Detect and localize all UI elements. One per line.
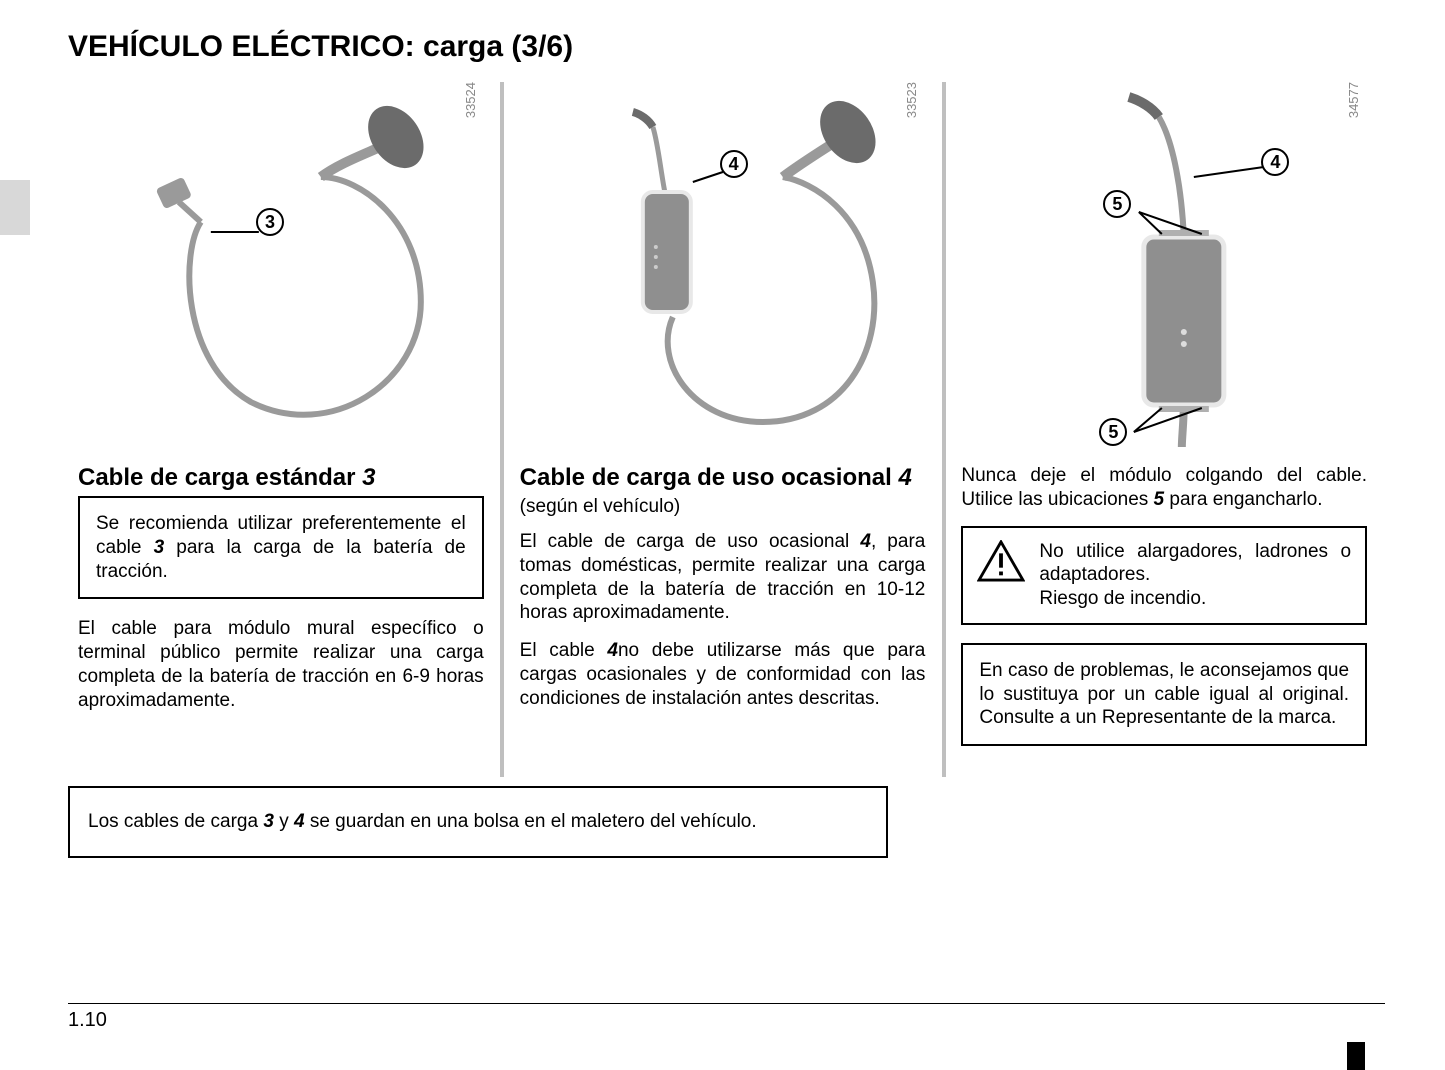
heading-number: 4 [898,464,911,491]
column-2: 33523 4 Cable d [502,82,944,764]
side-tab-marker [0,180,30,235]
image-id-label: 33524 [463,82,478,118]
callout-3: 3 [256,208,284,236]
figure-cable-standard: 33524 3 [78,82,484,452]
section-heading-occasional: Cable de carga de uso ocasional 4 [520,464,926,492]
info-box-replace: En caso de problemas, le aconsejamos que… [961,643,1367,746]
callout-4: 4 [720,150,748,178]
column-3: 34577 4 5 5 [943,82,1385,764]
column-1: 33524 3 Cable de carga estándar 3 Se [60,82,502,764]
footer-rule [68,1003,1385,1004]
box-text: En caso de problemas, le aconsejamos que… [979,659,1349,730]
paragraph: El cable 4no debe utilizarse más que par… [520,639,926,710]
cable-standard-illustration [78,82,484,452]
image-id-label: 34577 [1346,82,1361,118]
page-number: 1.10 [68,1009,107,1032]
subheading: (según el vehículo) [520,496,926,518]
paragraph: Nunca deje el módulo colgando del cable.… [961,464,1367,512]
footer-info-box: Los cables de carga 3 y 4 se guardan en … [68,786,888,858]
paragraph: El cable para módulo mural específico o … [78,617,484,712]
figure-cable-occasional: 33523 4 [520,82,926,452]
paragraph: El cable de carga de uso ocasional 4, pa… [520,530,926,625]
warning-triangle-icon [977,540,1025,582]
image-id-label: 33523 [904,82,919,118]
warning-box: No utilice alargadores, ladrones o adapt… [961,526,1367,625]
page-title: VEHÍCULO ELÉCTRICO: carga (3/6) [68,30,1385,64]
info-box-standard: Se recomienda utilizar preferentemente e… [78,496,484,599]
cable-occasional-illustration [520,82,926,452]
heading-text: Cable de carga estándar [78,464,362,491]
heading-text: Cable de carga de uso ocasional [520,464,899,491]
warning-text: No utilice alargadores, ladrones o adapt… [1039,540,1351,611]
columns-container: 33524 3 Cable de carga estándar 3 Se [60,82,1385,764]
corner-mark [1347,1042,1365,1070]
figure-module-hanging: 34577 4 5 5 [961,82,1367,452]
box-text: Se recomienda utilizar preferentemente e… [96,512,466,583]
module-illustration [961,82,1367,452]
footer-text: Los cables de carga 3 y 4 se guardan en … [88,810,868,834]
manual-page: VEHÍCULO ELÉCTRICO: carga (3/6) 33524 3 [0,0,1445,1070]
heading-number: 3 [362,464,375,491]
section-heading-standard: Cable de carga estándar 3 [78,464,484,492]
